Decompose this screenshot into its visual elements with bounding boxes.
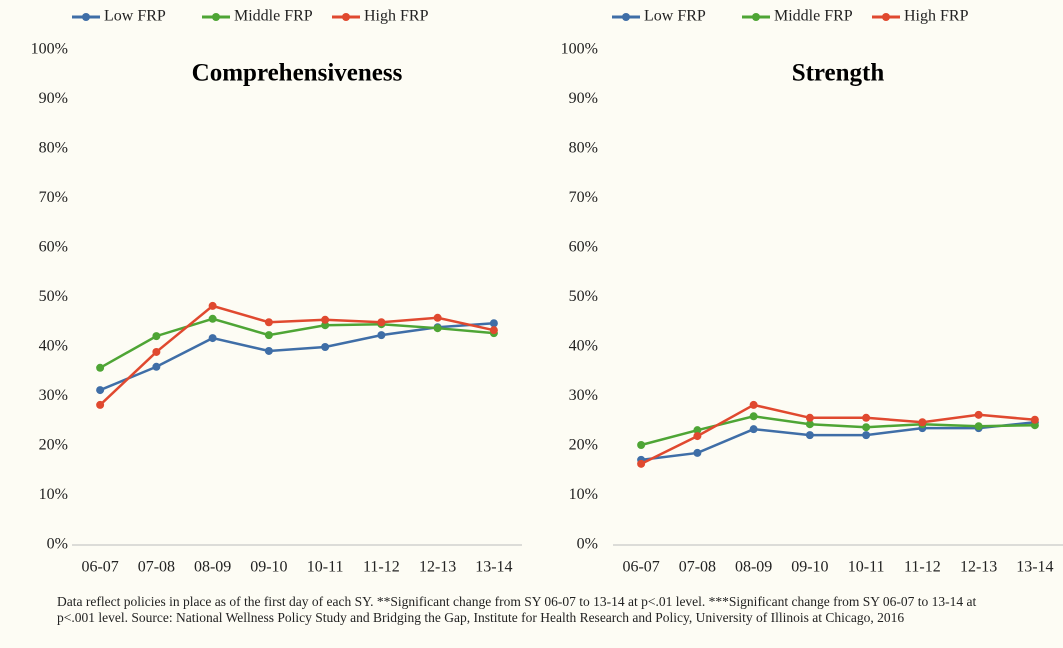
point [974, 422, 983, 431]
y-tick-label: 50% [569, 288, 598, 305]
legend-dot [622, 13, 630, 21]
point [1030, 415, 1039, 424]
point [749, 412, 758, 421]
x-tick-label: 09-10 [791, 559, 828, 576]
point [862, 413, 871, 422]
y-tick-label: 30% [569, 387, 598, 404]
legend-label: Middle FRP [774, 8, 853, 25]
point [489, 326, 498, 335]
point [918, 418, 927, 427]
y-tick-label: 50% [39, 288, 68, 305]
point [693, 432, 702, 441]
legend-label: High FRP [904, 8, 969, 25]
point [208, 314, 217, 323]
legend-dot [752, 13, 760, 21]
point [96, 363, 105, 372]
y-tick-label: 10% [39, 486, 68, 503]
point [152, 362, 161, 371]
chart-title: Comprehensiveness [192, 60, 403, 87]
x-tick-label: 11-12 [904, 559, 941, 576]
y-tick-label: 40% [39, 338, 68, 355]
series-line [99, 321, 494, 392]
point [489, 319, 498, 328]
point [264, 346, 273, 355]
point [637, 441, 646, 450]
y-tick-label: 40% [569, 338, 598, 355]
y-tick-label: 100% [31, 41, 68, 58]
legend-dot [212, 13, 220, 21]
point [208, 301, 217, 310]
point [693, 426, 702, 435]
legend-label: Low FRP [104, 8, 166, 25]
x-tick-label: 06-07 [622, 559, 659, 576]
x-tick-label: 09-10 [250, 559, 287, 576]
y-tick-label: 70% [569, 189, 598, 206]
point [96, 386, 105, 395]
x-tick-label: 06-07 [81, 559, 118, 576]
x-tick-label: 12-13 [960, 559, 997, 576]
y-tick-label: 0% [47, 536, 68, 553]
point [749, 425, 758, 434]
point [974, 410, 983, 419]
legend-dot [342, 13, 350, 21]
point [377, 331, 386, 340]
y-tick-label: 10% [569, 486, 598, 503]
footnote: Data reflect policies in place as of the… [57, 594, 977, 625]
y-tick-label: 0% [577, 536, 598, 553]
x-tick-label: 10-11 [307, 559, 344, 576]
point [264, 318, 273, 327]
legend-dot [82, 13, 90, 21]
x-tick-label: 11-12 [363, 559, 400, 576]
series-line [640, 403, 1035, 465]
x-tick-label: 12-13 [419, 559, 456, 576]
series-line [640, 420, 1036, 462]
point [152, 332, 161, 341]
point [433, 313, 442, 322]
legend-label: Middle FRP [234, 8, 313, 25]
y-tick-label: 70% [39, 189, 68, 206]
y-tick-label: 80% [569, 140, 598, 157]
point [805, 420, 814, 429]
y-tick-label: 60% [39, 239, 68, 256]
x-tick-label: 08-09 [194, 559, 231, 576]
x-tick-label: 08-09 [735, 559, 772, 576]
y-tick-label: 60% [569, 239, 598, 256]
charts: Comprehensiveness 0% 10% 20% 30% 40% 50% 60% 70%… [31, 8, 1063, 576]
point [264, 331, 273, 340]
y-tick-label: 100% [561, 41, 598, 58]
y-tick-label: 90% [569, 90, 598, 107]
point [862, 423, 871, 432]
point [377, 318, 386, 327]
point [749, 400, 758, 409]
legend-dot [882, 13, 890, 21]
point [96, 400, 105, 409]
y-tick-label: 90% [39, 90, 68, 107]
point [637, 459, 646, 468]
series-line [99, 304, 495, 406]
chart-title: Strength [792, 60, 885, 87]
x-tick-label: 10-11 [848, 559, 885, 576]
x-tick-label: 07-08 [138, 559, 175, 576]
series-line [99, 317, 494, 369]
y-tick-label: 20% [39, 437, 68, 454]
x-tick-label: 07-08 [679, 559, 716, 576]
legend-label: Low FRP [644, 8, 706, 25]
x-tick-label: 13-14 [1016, 559, 1053, 576]
series-line [640, 415, 1035, 447]
point [321, 343, 330, 351]
point [433, 324, 442, 333]
y-tick-label: 80% [39, 140, 68, 157]
point [693, 448, 702, 457]
point [321, 315, 330, 324]
point [152, 347, 161, 356]
x-tick-label: 13-14 [475, 559, 512, 576]
y-tick-label: 20% [569, 437, 598, 454]
legend-label: High FRP [364, 8, 429, 25]
point [862, 431, 871, 440]
point [805, 413, 814, 422]
point [805, 431, 814, 440]
point [208, 334, 217, 343]
y-tick-label: 30% [39, 387, 68, 404]
